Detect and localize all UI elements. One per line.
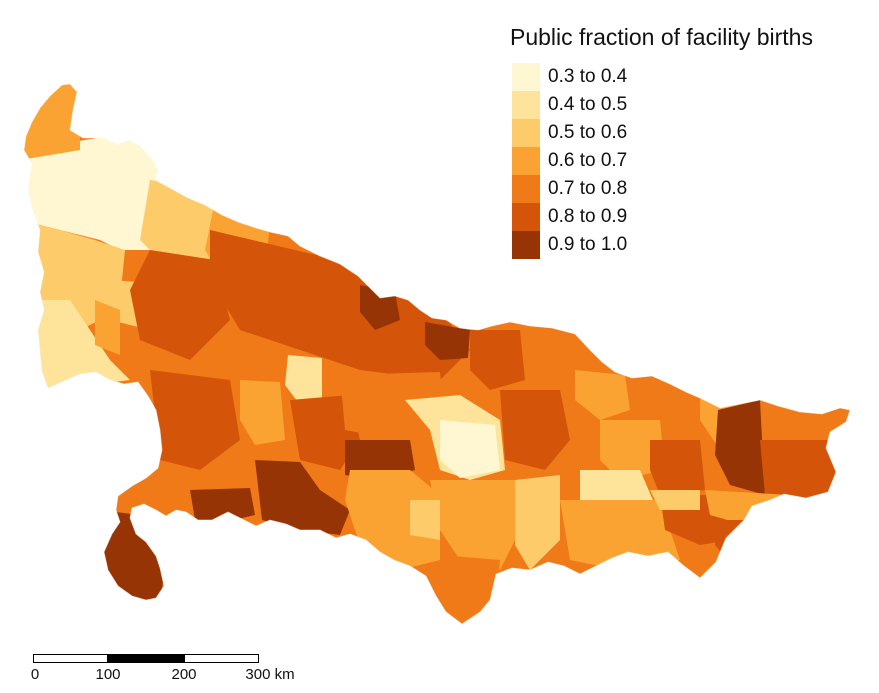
legend-label: 0.9 to 1.0: [548, 234, 628, 255]
legend-label: 0.7 to 0.8: [548, 178, 628, 199]
legend-label: 0.4 to 0.5: [548, 94, 628, 115]
region-east-light: [575, 370, 630, 420]
region-southwest-pale: [24, 300, 130, 390]
legend-item: 0.8 to 0.9: [512, 203, 813, 231]
region-central-mid: [340, 372, 445, 440]
legend-label: 0.8 to 0.9: [548, 206, 628, 227]
region-hotspot-southwest: [190, 488, 255, 522]
legend-swatch: [512, 147, 540, 175]
region-hotspot-east: [715, 400, 765, 495]
legend-swatch: [512, 203, 540, 231]
legend-item: 0.7 to 0.8: [512, 175, 813, 203]
legend-items: 0.3 to 0.4 0.4 to 0.5 0.5 to 0.6 0.6 to 0.7…: [512, 63, 813, 259]
scale-label-300: 300 km: [245, 666, 295, 683]
region-central-pale-core: [440, 420, 500, 478]
region-south-mid: [440, 555, 500, 624]
region-central-light-west: [240, 380, 285, 445]
region-south-west-mid: [410, 500, 440, 540]
region-west-center: [95, 300, 120, 355]
legend-label: 0.3 to 0.4: [548, 66, 628, 87]
legend-item: 0.3 to 0.4: [512, 63, 813, 91]
scale-label-0: 0: [30, 666, 40, 683]
legend-item: 0.6 to 0.7: [512, 147, 813, 175]
scale-label-100: 100: [95, 666, 121, 683]
legend-swatch: [512, 63, 540, 91]
region-hotspot-south: [255, 460, 350, 535]
scale-segment-200-300: [184, 654, 259, 663]
region-east-center-dark: [500, 390, 570, 470]
legend-item: 0.5 to 0.6: [512, 119, 813, 147]
region-south-pale: [515, 475, 560, 570]
legend-label: 0.5 to 0.6: [548, 122, 628, 143]
region-south-west-dark: [150, 370, 240, 470]
scale-segment-0-100: [33, 654, 108, 663]
region-northwest-tip: [24, 84, 80, 160]
legend-item: 0.9 to 1.0: [512, 231, 813, 259]
region-east-small-light: [650, 490, 700, 510]
region-central-west-dark: [130, 250, 230, 360]
region-south-mid-light: [430, 480, 525, 570]
scale-bar: [33, 652, 259, 664]
region-far-east-dark: [760, 440, 840, 500]
scale-segment-100-200: [107, 654, 185, 663]
region-southwest-exclave: [100, 510, 165, 600]
legend-swatch: [512, 91, 540, 119]
region-south-center-dark: [290, 395, 360, 470]
region-central-dark: [210, 230, 470, 380]
region-east-south-light: [560, 500, 680, 566]
legend-swatch: [512, 175, 540, 203]
scale-label-200: 200: [171, 666, 197, 683]
legend-swatch: [512, 231, 540, 259]
region-east-dark: [470, 330, 525, 390]
legend-swatch: [512, 119, 540, 147]
region-east-light2: [600, 420, 665, 480]
region-east-dark2: [650, 440, 705, 495]
legend-label: 0.6 to 0.7: [548, 150, 628, 171]
region-west-pale: [24, 130, 165, 250]
region-center-pale: [285, 355, 322, 405]
legend-item: 0.4 to 0.5: [512, 91, 813, 119]
region-hotspot-north2: [425, 322, 470, 360]
legend-title: Public fraction of facility births: [510, 24, 813, 50]
map-legend: Public fraction of facility births 0.3 t…: [510, 24, 813, 259]
